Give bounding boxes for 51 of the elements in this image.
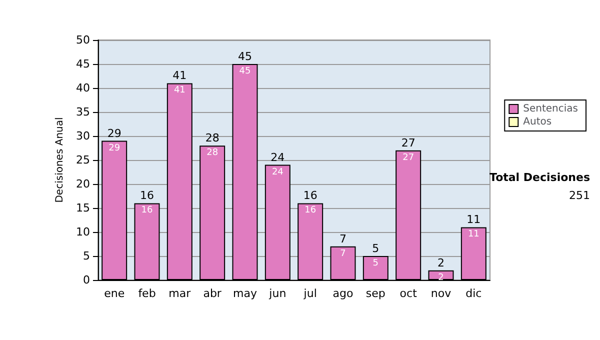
data-label: 41 — [174, 86, 186, 96]
y-tick-label: 30 — [76, 130, 90, 142]
y-tick-label: 35 — [76, 106, 90, 118]
y-tick-label: 45 — [76, 58, 90, 70]
x-tick-label: ene — [104, 287, 125, 300]
y-tick-label: 10 — [76, 226, 90, 238]
data-label: 5 — [372, 258, 379, 268]
y-tick-label: 5 — [83, 250, 90, 262]
data-label: 7 — [340, 248, 346, 259]
y-tick-label: 15 — [76, 202, 90, 214]
x-tick-label: may — [233, 287, 258, 300]
x-tick-label: nov — [430, 287, 452, 300]
x-tick-label: jun — [268, 287, 286, 300]
data-label: 16 — [141, 206, 153, 216]
total-label: 16 — [140, 189, 154, 202]
data-label: 29 — [108, 143, 120, 154]
total-label: 41 — [172, 69, 187, 82]
x-tick-label: mar — [168, 287, 192, 300]
total-label: 45 — [238, 50, 252, 63]
data-label: 45 — [239, 66, 251, 76]
text: 251 — [569, 189, 590, 202]
x-tick-label: abr — [203, 287, 222, 300]
y-tick-label: 20 — [76, 178, 90, 190]
total-label: 27 — [401, 136, 416, 150]
x-tick-label: jul — [302, 287, 317, 300]
total-label: 7 — [340, 232, 346, 246]
data-label: 24 — [272, 167, 284, 178]
data-label: 28 — [206, 148, 218, 158]
x-tick-label: dic — [466, 287, 482, 300]
data-label: 27 — [402, 152, 414, 163]
x-tick-label: ago — [332, 287, 354, 300]
total-label: 11 — [466, 213, 481, 226]
y-tick-label: 50 — [76, 34, 90, 46]
y-axis-title: Decisiones Anual — [54, 117, 66, 203]
total-label: 29 — [107, 126, 122, 140]
total-label: 16 — [303, 189, 318, 202]
legend-label: Sentencias — [523, 104, 578, 114]
x-tick-label: sep — [366, 287, 386, 300]
x-tick-label: feb — [138, 287, 156, 300]
total-label: 2 — [438, 256, 444, 270]
y-tick-label: 25 — [76, 154, 90, 166]
legend-label: Autos — [523, 116, 552, 128]
total-label: 24 — [270, 150, 285, 164]
y-tick-label: 40 — [76, 82, 90, 94]
data-label: 16 — [304, 206, 316, 216]
y-tick-label: 0 — [83, 274, 90, 286]
data-label: 11 — [468, 230, 480, 240]
annotation: Total Decisiones — [490, 171, 590, 184]
total-label: 28 — [205, 132, 220, 145]
total-label: 5 — [372, 242, 380, 255]
x-tick-label: oct — [400, 287, 418, 300]
